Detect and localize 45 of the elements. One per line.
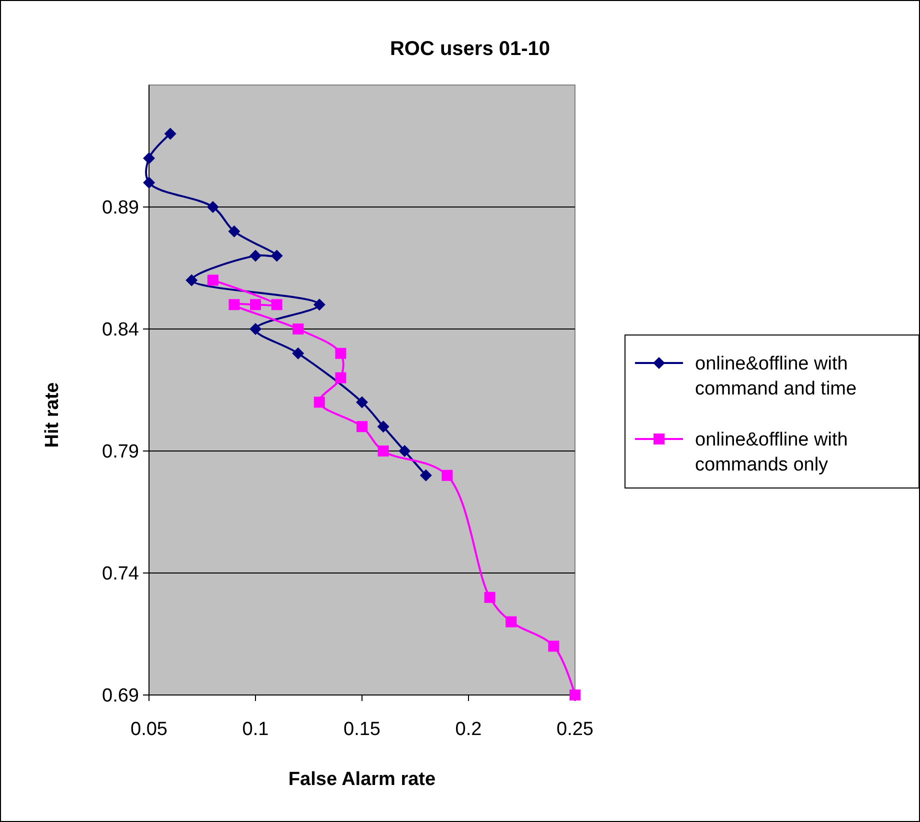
point <box>506 616 517 628</box>
point <box>228 225 240 238</box>
y-tick-label: 0.69 <box>102 686 139 707</box>
point <box>271 299 282 310</box>
point <box>164 128 176 140</box>
y-tick-label: 0.79 <box>102 442 139 463</box>
y-tick-label: 0.84 <box>102 320 140 341</box>
point <box>314 396 325 408</box>
point <box>420 469 432 482</box>
x-axis-title: False Alarm rate <box>288 769 436 790</box>
point <box>570 690 580 700</box>
y-tick-label: 0.74 <box>102 564 140 585</box>
point <box>186 274 198 286</box>
x-tick-label: 0.05 <box>130 719 168 740</box>
point <box>377 420 390 433</box>
point <box>143 176 155 189</box>
point <box>206 201 219 213</box>
point <box>292 347 304 360</box>
point <box>228 299 240 310</box>
point <box>143 152 155 164</box>
point <box>335 372 346 384</box>
point <box>250 323 262 335</box>
point <box>484 592 496 603</box>
chart-title: ROC users 01-10 <box>390 38 550 60</box>
point <box>207 274 218 286</box>
point <box>250 299 261 310</box>
point <box>548 640 560 652</box>
point <box>398 445 411 457</box>
y-axis-title: Hit rate <box>42 382 63 448</box>
x-tick-label: 0.1 <box>242 719 269 740</box>
y-tick-label: 0.89 <box>102 198 139 219</box>
x-tick-label: 0.2 <box>455 719 482 740</box>
point <box>292 324 304 334</box>
point <box>356 396 368 408</box>
point <box>250 250 262 262</box>
point <box>335 348 346 359</box>
x-tick-label: 0.15 <box>344 719 380 740</box>
point <box>378 446 389 456</box>
point <box>270 250 283 262</box>
legend-label: online&offline with commands only <box>695 430 848 476</box>
point <box>356 421 368 432</box>
x-tick-label: 0.25 <box>556 719 594 740</box>
legend-label: online&offline with command and time <box>695 354 857 400</box>
point <box>313 298 326 311</box>
point <box>442 470 453 481</box>
